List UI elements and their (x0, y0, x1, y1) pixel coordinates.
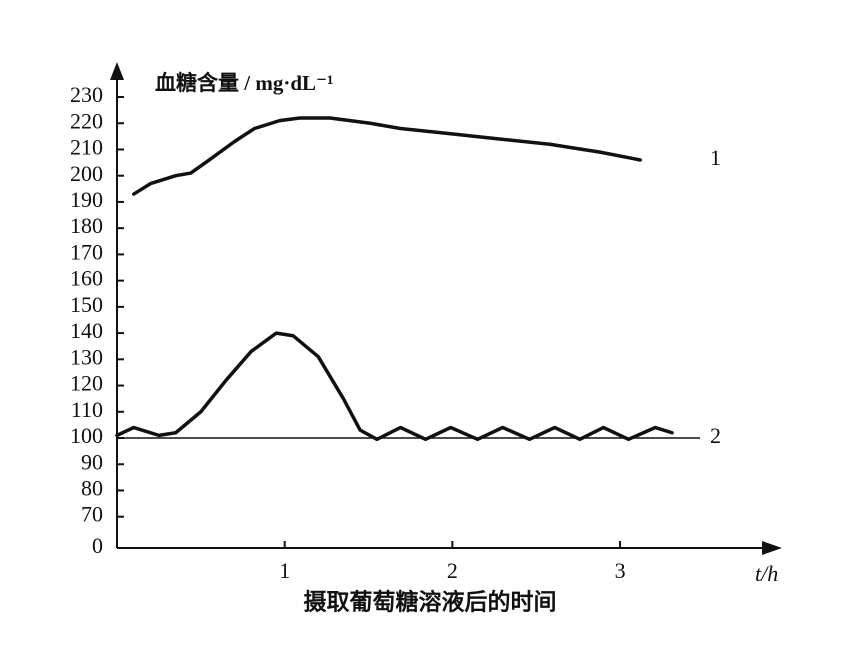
x-tick-label: 1 (279, 558, 290, 583)
y-tick-label: 100 (70, 423, 103, 448)
y-tick-label: 200 (70, 161, 103, 186)
series-label: 1 (710, 145, 721, 170)
y-tick-label: 80 (81, 476, 103, 501)
y-tick-label: 210 (70, 135, 103, 160)
y-tick-label: 110 (71, 397, 103, 422)
y-tick-label: 150 (70, 292, 103, 317)
y-axis-label: 血糖含量 / mg·dL⁻¹ (155, 71, 333, 95)
y-tick-label: 180 (70, 213, 103, 238)
y-tick-label: 230 (70, 82, 103, 107)
y-axis-arrow (110, 62, 124, 80)
y-tick-label: 120 (70, 371, 103, 396)
x-axis-title: 摄取葡萄糖溶液后的时间 (304, 588, 557, 614)
x-axis-arrow (762, 541, 782, 555)
y-tick-label: 0 (92, 533, 103, 558)
y-tick-label: 130 (70, 344, 103, 369)
x-tick-label: 3 (615, 558, 626, 583)
series-label: 2 (710, 423, 721, 448)
y-tick-label: 170 (70, 239, 103, 264)
y-tick-label: 160 (70, 266, 103, 291)
x-tick-label: 2 (447, 558, 458, 583)
series-line (132, 116, 642, 196)
y-tick-label: 90 (81, 449, 103, 474)
y-tick-label: 70 (81, 502, 103, 527)
y-tick-label: 220 (70, 108, 103, 133)
x-axis-label: t/h (755, 561, 778, 586)
series-line (115, 331, 674, 442)
y-tick-label: 140 (70, 318, 103, 343)
y-tick-label: 190 (70, 187, 103, 212)
